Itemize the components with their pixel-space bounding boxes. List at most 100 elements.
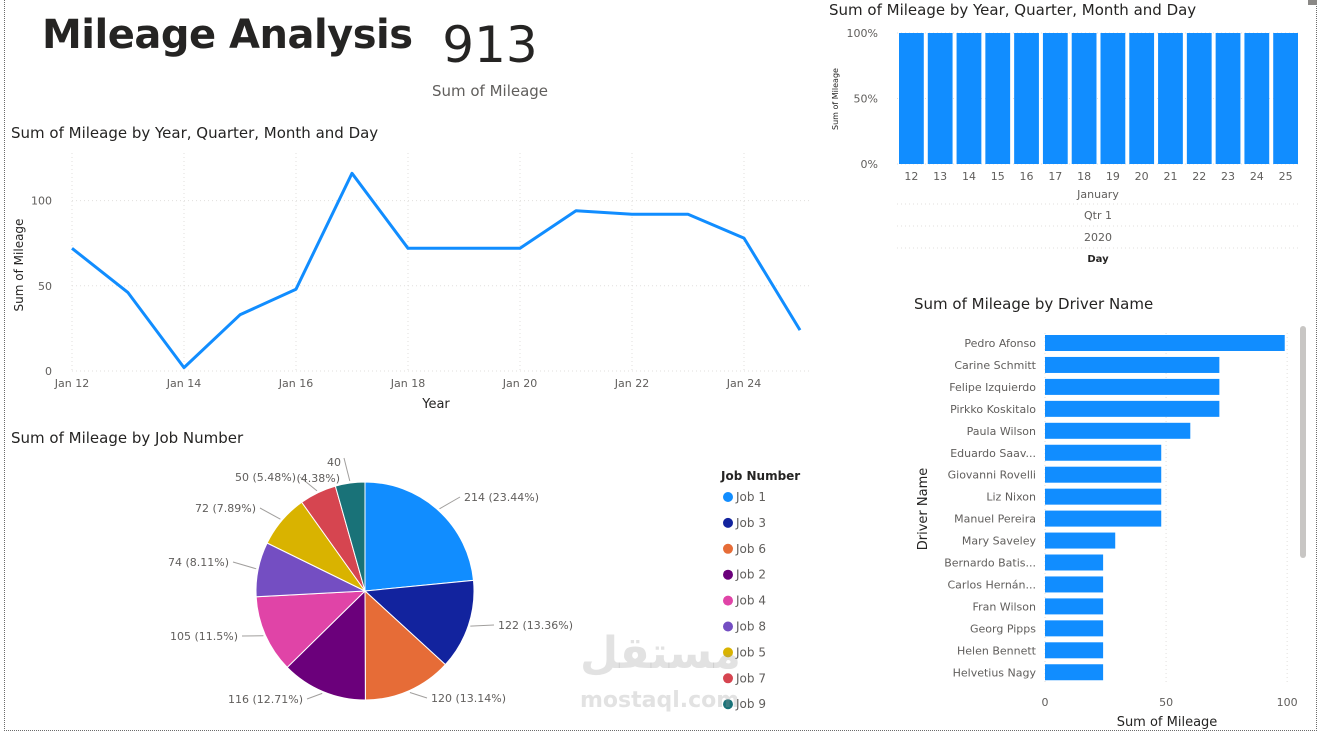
- page-title: Mileage Analysis: [42, 12, 413, 58]
- hbar-category-label: Giovanni Rovelli: [948, 469, 1036, 482]
- pie-leader-line: [232, 561, 257, 570]
- hbar-category-label: Paula Wilson: [967, 425, 1036, 438]
- hbar-bar: [1045, 335, 1285, 351]
- line-chart-title: Sum of Mileage by Year, Quarter, Month a…: [11, 124, 379, 142]
- hbar-bar: [1045, 400, 1220, 417]
- bar100-x-tick: 13: [933, 170, 947, 183]
- pie-legend-marker: [723, 492, 733, 502]
- line-y-tick: 100: [31, 195, 52, 208]
- pie-data-label: 116 (12.71%): [228, 693, 303, 706]
- pie-legend-marker: [723, 699, 733, 710]
- pie-data-label: 120 (13.14%): [431, 692, 506, 705]
- pie-legend-item: Job 7: [735, 671, 766, 685]
- bar100-quarter-label: Qtr 1: [1084, 209, 1112, 222]
- bar100-bar: [985, 33, 1011, 164]
- line-chart[interactable]: 0 50 100 Jan 12 Jan 14 Jan 16 Jan 18 Jan 20 Jan …: [0, 0, 820, 420]
- hbar-x-tick: 100: [1277, 696, 1298, 709]
- hbar-x-axis-title: Sum of Mileage: [1117, 715, 1218, 730]
- pie-data-label: 214 (23.44%): [464, 491, 539, 504]
- hbar-bar: [1045, 642, 1104, 659]
- hbar-category-label: Fran Wilson: [973, 600, 1036, 613]
- hbar-category-label: Pedro Afonso: [964, 337, 1036, 350]
- kpi-card-label: Sum of Mileage: [431, 82, 549, 100]
- pie-legend-marker: [723, 647, 733, 658]
- line-y-axis-title: Sum of Mileage: [12, 219, 26, 312]
- pie-legend-marker: [723, 621, 733, 632]
- hbar-category-label: Liz Nixon: [986, 491, 1036, 504]
- pie-slice: [286, 589, 366, 701]
- pie-legend-marker: [723, 517, 733, 528]
- pie-legend-item: Job 5: [735, 645, 766, 659]
- bar100-bar: [1158, 33, 1183, 164]
- bar100-bar: [1014, 33, 1039, 164]
- page-scroll-thumb[interactable]: [1308, 0, 1317, 5]
- bar100-bar: [1042, 33, 1068, 164]
- pie-legend-item: Job 1: [735, 490, 766, 504]
- pie-chart[interactable]: 214 (23.44%) 122 (13.36%) 120 (13.14%) 116 …: [0, 0, 820, 732]
- hbar-category-label: Manuel Pereira: [954, 513, 1036, 526]
- line-series: [71, 171, 802, 370]
- bar100-x-tick: 18: [1077, 170, 1091, 183]
- pie-leader-line: [306, 692, 323, 700]
- kpi-card-value[interactable]: 913: [442, 16, 538, 74]
- pie-legend-marker: [723, 595, 733, 606]
- hbar-bar: [1045, 422, 1191, 439]
- pie-legend-item: Job 4: [735, 594, 766, 608]
- pie-data-label: 40: [327, 456, 341, 469]
- pie-legend-marker: [723, 673, 733, 684]
- watermark-latin: mostaql.com: [580, 688, 740, 713]
- hbar-bar: [1045, 664, 1104, 681]
- bar100-year-label: 2020: [1084, 231, 1112, 244]
- pie-slice: [334, 481, 366, 592]
- hbar-category-label: Helvetius Nagy: [953, 666, 1037, 679]
- hbar-x-tick: 0: [1042, 696, 1049, 709]
- pie-chart-title: Sum of Mileage by Job Number: [11, 429, 244, 447]
- pie-data-label: 50 (5.48%): [235, 471, 296, 484]
- hbar-category-label: Eduardo Saav...: [950, 447, 1036, 460]
- pie-data-label: 72 (7.89%): [195, 502, 256, 515]
- hbar-y-axis-title: Driver Name: [916, 468, 931, 551]
- hbar-bar: [1045, 598, 1104, 615]
- hbar-category-label: Pirkko Koskitalo: [950, 403, 1036, 416]
- bar100-x-tick: 17: [1048, 170, 1062, 183]
- bar100-bar: [1273, 33, 1298, 164]
- hbar-category-label: Carlos Hernán...: [948, 578, 1037, 591]
- bar100-y-tick: 100%: [847, 27, 878, 40]
- hbar-bar: [1045, 466, 1162, 483]
- bar100-y-tick: 0%: [861, 158, 878, 171]
- hbar-bar: [1045, 356, 1220, 373]
- line-x-tick: Jan 16: [278, 377, 313, 390]
- pie-slice: [364, 481, 475, 592]
- bar100-x-tick: 25: [1279, 170, 1293, 183]
- bar100-bar: [1071, 33, 1097, 164]
- pie-leader-line: [409, 692, 428, 699]
- pie-leader-line: [259, 507, 281, 520]
- pie-data-label: 74 (8.11%): [168, 556, 229, 569]
- bar100-bar: [1100, 33, 1126, 164]
- line-x-axis-title: Year: [421, 397, 450, 412]
- hbar-bar: [1045, 532, 1116, 549]
- driver-chart-scrollbar[interactable]: [1300, 326, 1306, 558]
- hbar-category-label: Carine Schmitt: [954, 359, 1036, 372]
- line-x-tick: Jan 12: [54, 377, 89, 390]
- driver-bar-chart-title: Sum of Mileage by Driver Name: [914, 295, 1154, 313]
- bar100-bar: [956, 33, 982, 164]
- bar100-x-axis-title: Day: [1087, 254, 1109, 265]
- line-x-tick: Jan 14: [166, 377, 201, 390]
- bar100-bar: [899, 33, 924, 164]
- bar100-x-tick: 15: [991, 170, 1005, 183]
- hbar-category-label: Helen Bennett: [957, 644, 1037, 657]
- pie-legend-marker: [723, 569, 733, 580]
- pie-slice: [363, 579, 475, 666]
- bar100-x-tick: 24: [1250, 170, 1264, 183]
- stacked-bar-chart-title: Sum of Mileage by Year, Quarter, Month a…: [829, 1, 1197, 19]
- bar100-x-tick: 12: [904, 170, 918, 183]
- hbar-bar: [1045, 510, 1162, 527]
- pie-legend-item: Job 9: [735, 697, 766, 711]
- stacked-bar-chart[interactable]: 0% 50% 100% 12 13 14 15 16 17 18 19 20 21 22 23 24 25 Jan…: [0, 0, 1320, 280]
- bar100-bar: [1186, 33, 1212, 164]
- report-canvas: [4, 0, 1317, 731]
- line-x-tick: Jan 18: [390, 377, 425, 390]
- bar100-x-tick: 23: [1221, 170, 1235, 183]
